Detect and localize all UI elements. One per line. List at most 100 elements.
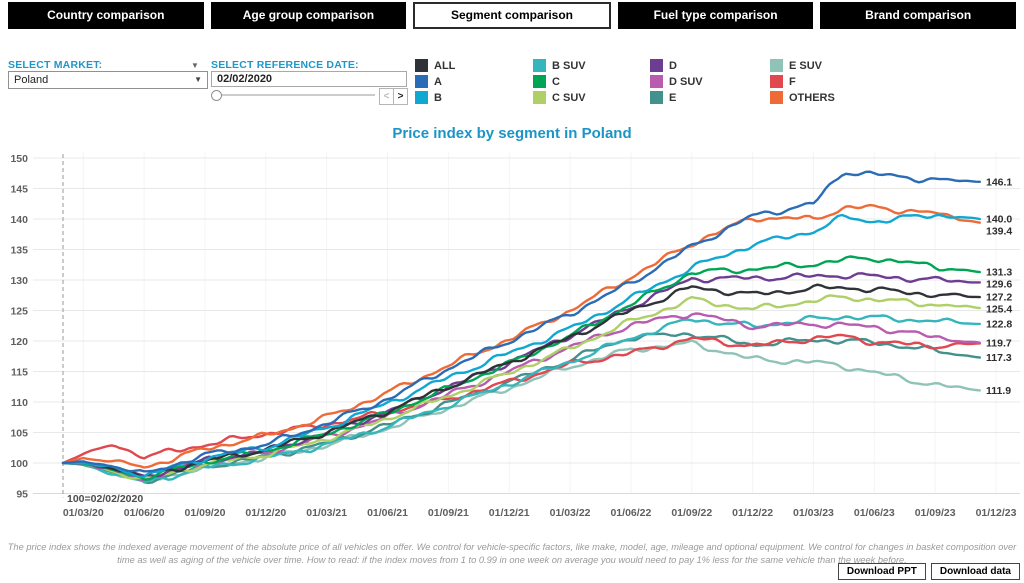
tab-segment-comparison[interactable]: Segment comparison [413,2,611,29]
market-select-value: Poland [14,74,49,86]
x-axis-tick-label: 01/03/20 [63,507,104,519]
date-slider-track[interactable] [213,94,375,96]
download-data-button[interactable]: Download data [930,563,1020,580]
legend-label: C [552,75,560,88]
y-axis-tick-label: 100 [10,458,28,470]
y-axis-tick-label: 135 [10,245,28,257]
series-end-value-label: 122.8 [986,318,1012,330]
legend-item-b[interactable]: B [415,91,442,104]
series-line-c-suv[interactable] [61,294,981,480]
legend-label: A [434,75,442,88]
tab-brand-comparison[interactable]: Brand comparison [820,2,1016,29]
legend-label: B SUV [552,59,586,72]
legend-label: E [669,91,677,104]
legend-label: D SUV [669,75,703,88]
chart-area: 95 100 105 110 115 120 125 130 135 140 145 150 01/03… [0,146,1024,524]
date-slider-handle[interactable] [211,90,222,101]
x-axis-tick-label: 01/09/20 [185,507,226,519]
x-axis-tick-label: 01/06/20 [124,507,165,519]
download-buttons: Download PPT Download data [837,563,1020,580]
x-axis-tick-label: 01/03/21 [306,507,347,519]
series-line-all[interactable] [61,283,981,478]
legend-label: OTHERS [789,91,835,104]
x-axis-tick-label: 01/12/23 [976,507,1017,519]
legend-item-e[interactable]: E [650,91,676,104]
legend-swatch-icon [770,91,783,104]
series-line-b[interactable] [61,213,981,478]
legend-item-others[interactable]: OTHERS [770,91,835,104]
market-label: SELECT MARKET: [8,59,103,71]
series-end-value-label: 117.3 [986,352,1012,364]
x-axis-tick-label: 01/03/23 [793,507,834,519]
series-end-value-label: 125.4 [986,304,1012,316]
x-axis-tick-label: 01/09/21 [428,507,469,519]
x-axis-tick-label: 01/03/22 [550,507,591,519]
y-axis-tick-label: 125 [10,306,28,318]
reference-annotation: 100=02/02/2020 [67,493,143,505]
chevron-left-icon: < [383,91,390,102]
chevron-down-icon: ▼ [194,75,202,84]
series-line-e[interactable] [61,332,981,485]
legend-swatch-icon [650,91,663,104]
legend-item-all[interactable]: ALL [415,59,455,72]
x-axis-tick-label: 01/06/23 [854,507,895,519]
y-axis-tick-label: 110 [11,397,28,409]
legend-item-c-suv[interactable]: C SUV [533,91,586,104]
legend-item-b-suv[interactable]: B SUV [533,59,586,72]
series-line-c[interactable] [61,255,981,481]
legend-item-c[interactable]: C [533,75,560,88]
x-axis-tick-label: 01/06/22 [610,507,651,519]
legend-swatch-icon [533,59,546,72]
series-end-value-label: 139.4 [986,226,1012,238]
market-select[interactable]: Poland ▼ [8,71,208,89]
x-axis-tick-label: 01/06/21 [367,507,408,519]
tab-age-group-comparison[interactable]: Age group comparison [210,2,407,29]
y-axis-tick-label: 140 [10,214,28,226]
series-end-value-label: 111.9 [986,385,1011,397]
legend-item-f[interactable]: F [770,75,796,88]
legend-item-a[interactable]: A [415,75,442,88]
x-axis-tick-label: 01/09/22 [671,507,712,519]
series-line-e-suv[interactable] [61,339,981,481]
series-end-value-label: 140.0 [986,214,1012,226]
tab-bar: Country comparison Age group comparison Se… [8,2,1016,29]
tab-fuel-type-comparison[interactable]: Fuel type comparison [617,2,814,29]
series-end-value-label: 127.2 [986,292,1012,304]
legend-item-e-suv[interactable]: E SUV [770,59,822,72]
reference-date-input[interactable]: 02/02/2020 [211,71,407,87]
series-end-value-label: 146.1 [986,176,1012,188]
market-caret-icon[interactable]: ▼ [191,61,199,70]
tab-country-comparison[interactable]: Country comparison [8,2,204,29]
x-axis-tick-label: 01/12/22 [732,507,773,519]
legend-swatch-icon [415,59,428,72]
series-end-value-label: 129.6 [986,279,1012,291]
reference-date-value: 02/02/2020 [217,73,273,85]
series-line-a[interactable] [61,170,981,473]
series-line-f[interactable] [61,333,981,465]
legend-item-d-suv[interactable]: D SUV [650,75,703,88]
legend-swatch-icon [650,75,663,88]
legend-swatch-icon [770,75,783,88]
reference-date-label: SELECT REFERENCE DATE: [211,59,359,71]
x-axis-tick-label: 01/12/20 [245,507,286,519]
chevron-right-icon: > [397,91,404,102]
legend-swatch-icon [533,91,546,104]
legend-label: E SUV [789,59,823,72]
chart-footnote: The price index shows the indexed averag… [7,542,1017,566]
legend-label: B [434,91,442,104]
x-axis-tick-label: 01/09/23 [915,507,956,519]
series-line-others[interactable] [61,203,981,469]
download-ppt-button[interactable]: Download PPT [837,563,926,580]
series-line-b-suv[interactable] [61,314,981,483]
legend-swatch-icon [770,59,783,72]
y-axis-tick-label: 150 [10,153,28,165]
legend-label: C SUV [552,91,586,104]
legend-swatch-icon [415,75,428,88]
y-axis-tick-label: 120 [10,336,28,348]
legend-swatch-icon [650,59,663,72]
legend-item-d[interactable]: D [650,59,677,72]
date-next-button[interactable]: > [393,88,408,105]
y-axis-tick-label: 130 [10,275,28,287]
date-prev-button[interactable]: < [379,88,394,105]
y-axis-tick-label: 115 [11,367,28,379]
